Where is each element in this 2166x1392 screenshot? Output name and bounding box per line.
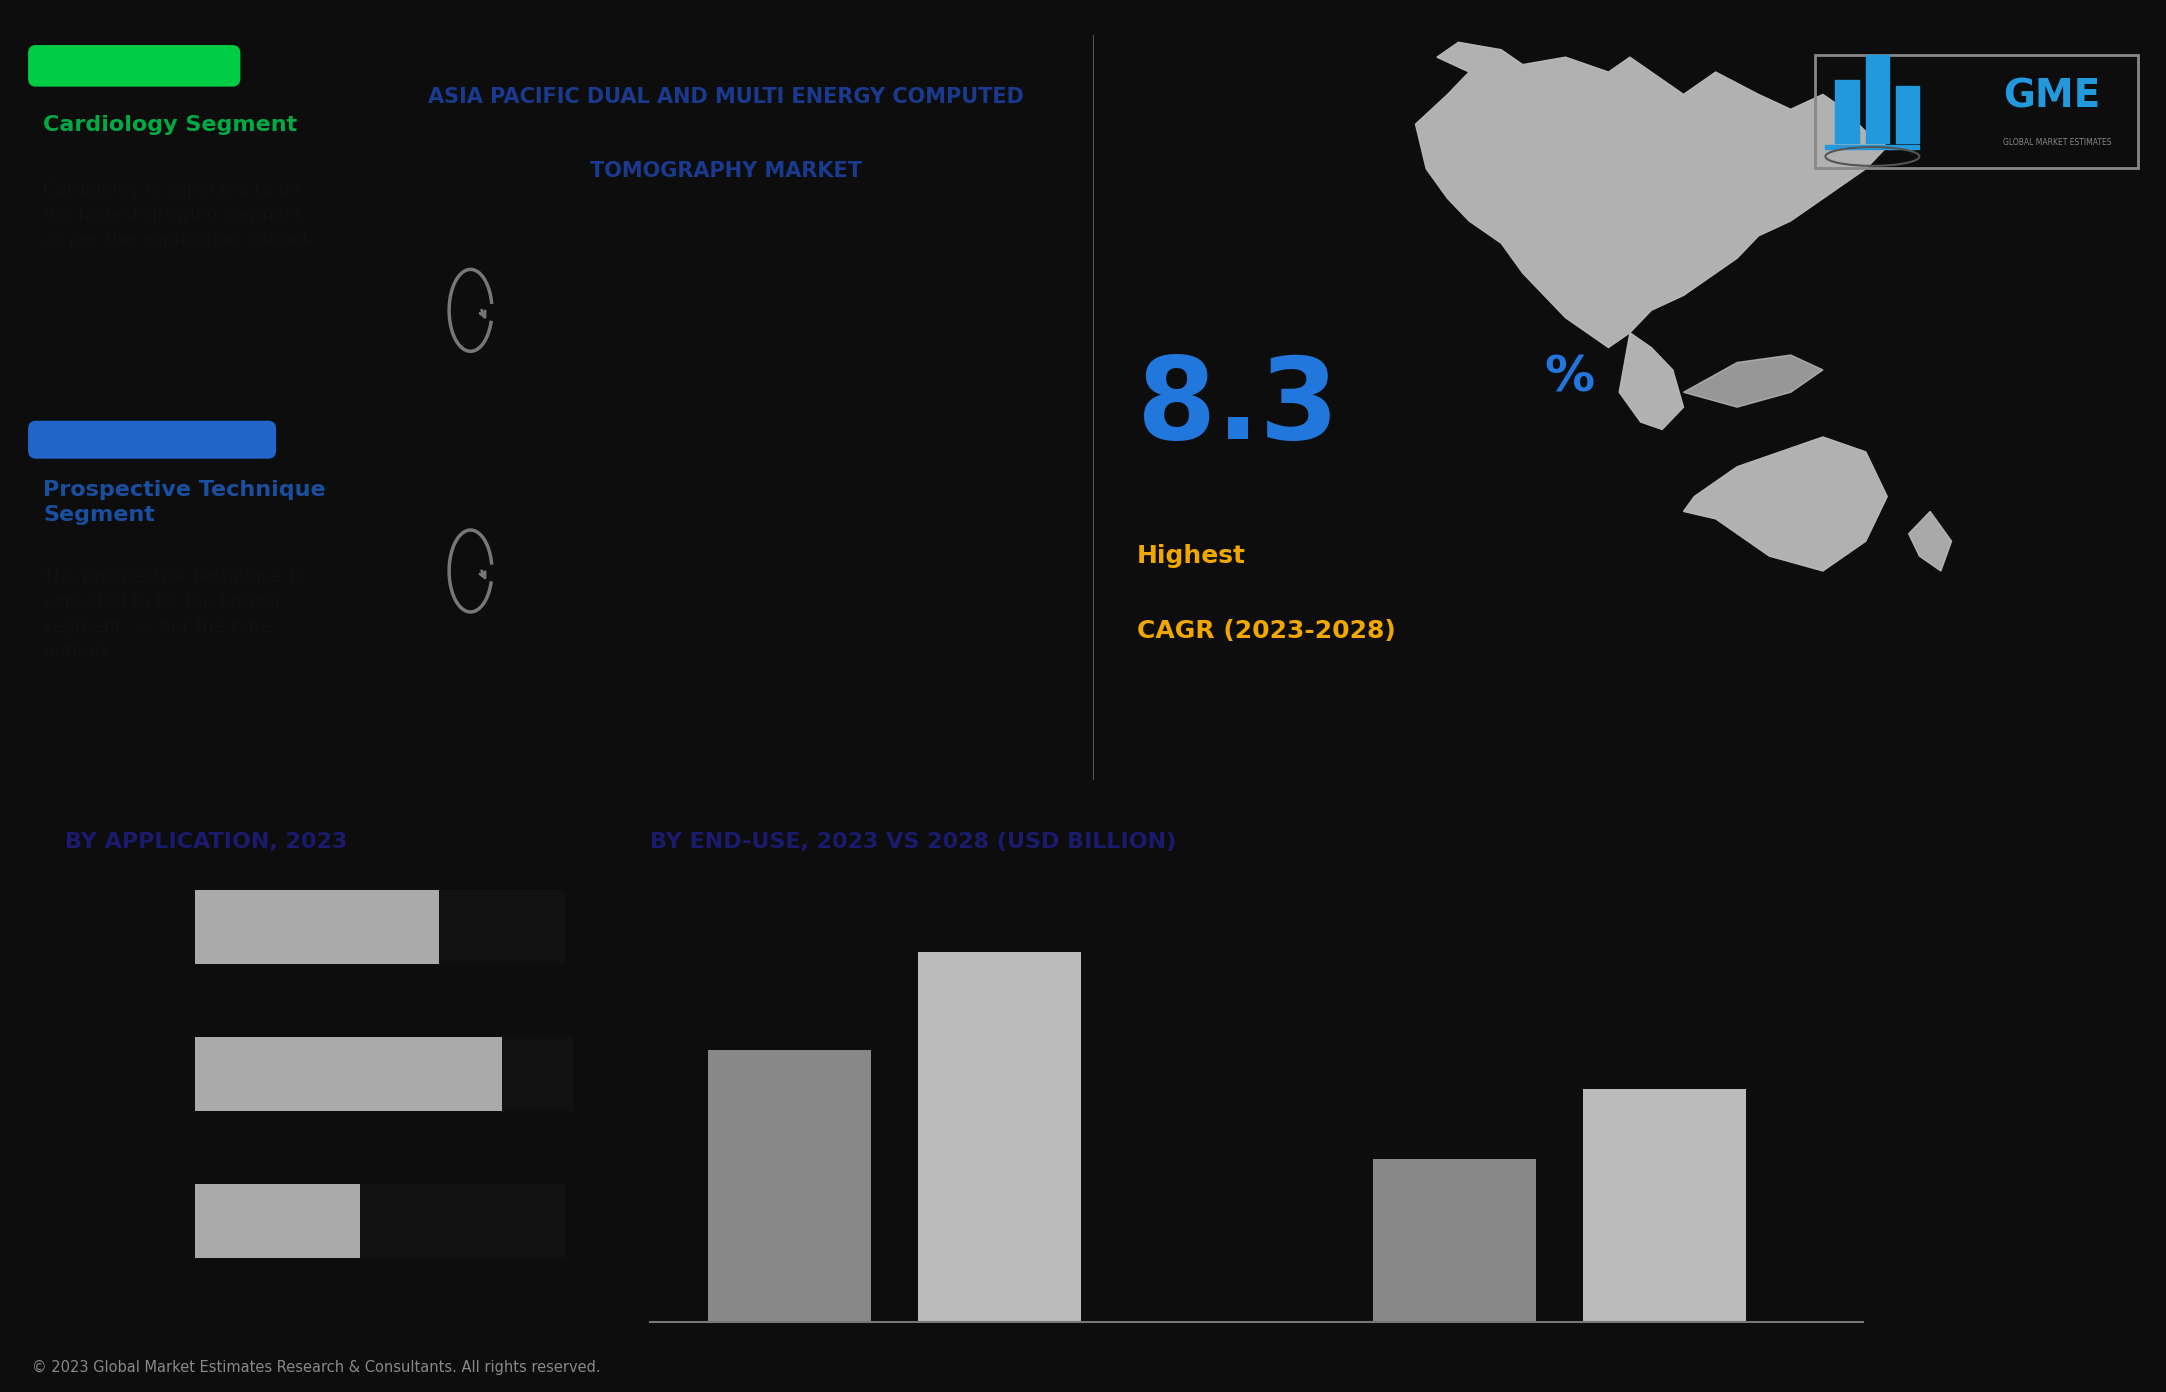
- Bar: [1583, 1089, 1746, 1322]
- Bar: [1826, 145, 1919, 149]
- Text: ASIA PACIFIC DUAL AND MULTI ENERGY COMPUTED: ASIA PACIFIC DUAL AND MULTI ENERGY COMPU…: [427, 86, 1025, 107]
- Bar: [1835, 79, 1858, 143]
- Text: Prospective Technique
Segment: Prospective Technique Segment: [43, 480, 325, 525]
- Text: BY END-USE, 2023 VS 2028 (USD BILLION): BY END-USE, 2023 VS 2028 (USD BILLION): [650, 832, 1176, 852]
- Polygon shape: [1620, 333, 1683, 430]
- Bar: [195, 1185, 360, 1258]
- Text: Highest: Highest: [1137, 544, 1245, 568]
- Bar: [918, 952, 1081, 1322]
- Polygon shape: [1908, 511, 1952, 571]
- Text: TOMOGRAPHY MARKET: TOMOGRAPHY MARKET: [589, 161, 862, 181]
- Bar: [195, 1037, 503, 1111]
- Bar: [360, 1185, 565, 1258]
- FancyBboxPatch shape: [28, 422, 275, 458]
- Text: The prospective technique is
expected to be the largest
segment, as per the type: The prospective technique is expected to…: [43, 568, 303, 661]
- Polygon shape: [1683, 437, 1887, 571]
- Text: GLOBAL MARKET ESTIMATES: GLOBAL MARKET ESTIMATES: [2004, 138, 2112, 148]
- Bar: [503, 1037, 574, 1111]
- Bar: [440, 889, 565, 963]
- Bar: [708, 1050, 871, 1322]
- Text: GME: GME: [2004, 78, 2101, 116]
- Bar: [1373, 1158, 1536, 1322]
- Text: %: %: [1544, 354, 1594, 401]
- Text: CAGR (2023-2028): CAGR (2023-2028): [1137, 618, 1395, 643]
- Text: 8.3: 8.3: [1137, 352, 1339, 462]
- Bar: [195, 889, 440, 963]
- FancyBboxPatch shape: [28, 46, 240, 86]
- Text: Cardiology Segment: Cardiology Segment: [43, 116, 297, 135]
- Polygon shape: [1417, 42, 1887, 348]
- Text: Cardiology is expected to be
the fastest-growing segment,
as per the application: Cardiology is expected to be the fastest…: [43, 181, 312, 249]
- Text: BY APPLICATION, 2023: BY APPLICATION, 2023: [65, 832, 347, 852]
- Text: © 2023 Global Market Estimates Research & Consultants. All rights reserved.: © 2023 Global Market Estimates Research …: [32, 1360, 602, 1375]
- Polygon shape: [1683, 355, 1824, 408]
- Bar: [1895, 86, 1919, 143]
- Bar: [1865, 56, 1889, 143]
